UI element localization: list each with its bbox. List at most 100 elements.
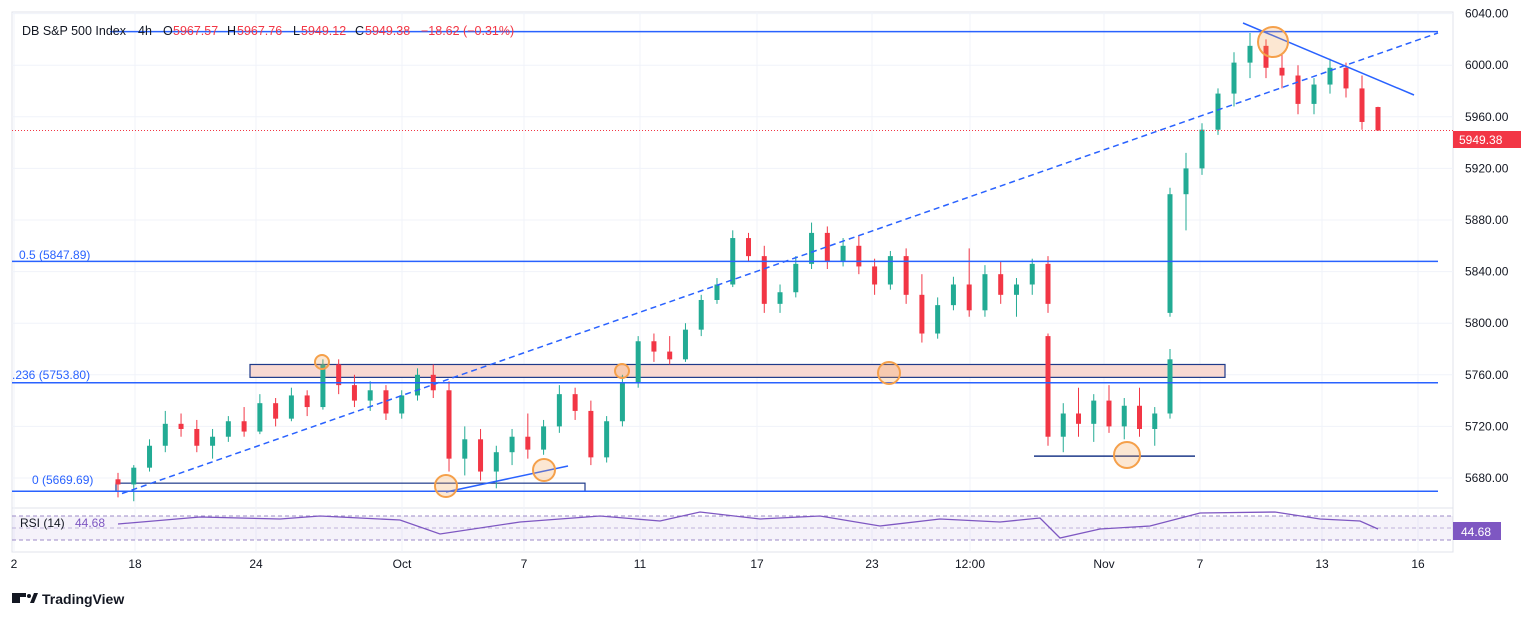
candle-body: [714, 284, 720, 300]
rsi-badge-bg: [1453, 522, 1501, 540]
legend-header: DB S&P 500 Index 4h O 5967.57 H 5967.76 …: [22, 24, 514, 38]
candle-body: [210, 436, 216, 446]
candle-body: [288, 395, 294, 419]
candle-body: [998, 274, 1004, 295]
candle-body: [336, 364, 342, 386]
downtrend-line: [1242, 22, 1415, 96]
candle-body: [1106, 400, 1112, 427]
last-price-badge: 5949.38: [1453, 131, 1521, 148]
candle-body: [1263, 45, 1269, 68]
candle-body: [1359, 88, 1365, 122]
candle-body: [950, 284, 956, 306]
resistance-zone-box: [249, 363, 1226, 378]
candle-body: [635, 341, 641, 383]
candle-body: [162, 423, 168, 446]
x-tick-label: 12:00: [955, 557, 985, 571]
highlight-circle: [614, 363, 630, 379]
candle-body: [115, 479, 121, 485]
candle-body: [446, 390, 452, 459]
candle-body: [399, 395, 405, 414]
candle-body: [856, 245, 862, 267]
change-value: −18.62 (−0.31%): [421, 24, 514, 38]
highlight-circle: [1257, 26, 1289, 58]
candle-body: [509, 436, 515, 453]
candle-body: [304, 395, 310, 408]
close-value: 5949.38: [365, 24, 410, 38]
candle-body: [1231, 62, 1237, 94]
y-tick-label: 6040.00: [1465, 7, 1509, 21]
rsi-badge: 44.68: [1453, 522, 1501, 540]
candle-body: [1060, 413, 1066, 437]
candle-body: [1279, 67, 1285, 76]
x-tick-label: 24: [249, 557, 263, 571]
candle-body: [824, 232, 830, 262]
candle-body: [777, 292, 783, 304]
x-tick-label: Nov: [1093, 557, 1114, 571]
x-tick-label: 16: [1411, 557, 1425, 571]
candle-body: [1183, 168, 1189, 195]
candle-body: [903, 256, 909, 295]
candle-body: [525, 436, 531, 450]
tradingview-logo[interactable]: TradingView: [12, 591, 124, 607]
candle-body: [131, 467, 137, 485]
candle-body: [478, 439, 484, 472]
branding-text: TradingView: [42, 591, 124, 607]
candle-body: [178, 423, 184, 429]
candle-body: [604, 421, 610, 458]
candle-body: [367, 390, 373, 401]
candle-body: [1167, 359, 1173, 414]
rsi-pane: [12, 511, 1453, 541]
candle-body: [966, 284, 972, 311]
candle-body: [761, 256, 767, 304]
candle-body: [320, 364, 326, 408]
candle-body: [257, 403, 263, 432]
candle-body: [1167, 194, 1173, 313]
candle-body: [1199, 129, 1205, 169]
dashed-uptrend-line: [121, 32, 1439, 495]
x-tick-label: 11: [634, 557, 647, 571]
candle-body: [414, 374, 420, 396]
last-price-value: 5949.38: [1459, 133, 1503, 147]
rsi-value: 44.68: [75, 516, 105, 530]
rsi-label: RSI (14): [20, 516, 65, 530]
price-axis[interactable]: 5680.00 5720.00 5760.00 5800.00 5840.00 5880.…: [1465, 7, 1509, 485]
candle-body: [698, 299, 704, 330]
highlight-circle: [434, 474, 458, 498]
candle-body: [556, 394, 562, 427]
x-tick-label: 23: [865, 557, 879, 571]
x-tick-label: 2: [11, 557, 18, 571]
y-tick-label: 5920.00: [1465, 161, 1509, 175]
candle-body: [1013, 284, 1019, 295]
interval-label: 4h: [138, 24, 152, 38]
candle-body: [1327, 67, 1333, 85]
candle-body: [935, 305, 941, 334]
logo-mark-bar: [12, 593, 26, 597]
candle-body: [651, 341, 657, 352]
candle-body: [147, 445, 153, 468]
high-value: 5967.76: [237, 24, 282, 38]
candle-body: [1029, 263, 1035, 285]
time-axis[interactable]: 2 18 24 Oct 7 11 17 23 12:00 Nov 7 13 16: [11, 557, 1425, 571]
candles: [115, 32, 1381, 502]
highlight-circle: [877, 361, 901, 385]
candle-body: [194, 428, 200, 446]
y-tick-label: 5960.00: [1465, 110, 1509, 124]
x-tick-label: 17: [750, 557, 764, 571]
candle-body: [493, 452, 499, 472]
candle-body: [1311, 84, 1317, 104]
candle-body: [1247, 45, 1253, 63]
rsi-line: [117, 511, 1379, 539]
candle-body: [588, 410, 594, 458]
overlays: [12, 22, 1453, 498]
candle-body: [1137, 405, 1142, 429]
candle-body: [1152, 413, 1158, 429]
candle-body: [273, 403, 279, 419]
candle-body: [383, 390, 389, 414]
candle-body: [982, 274, 988, 311]
y-tick-label: 5880.00: [1465, 213, 1509, 227]
x-tick-label: Oct: [393, 557, 412, 571]
high-label: H: [227, 24, 236, 38]
low-label: L: [293, 24, 300, 38]
candle-body: [1295, 75, 1301, 104]
